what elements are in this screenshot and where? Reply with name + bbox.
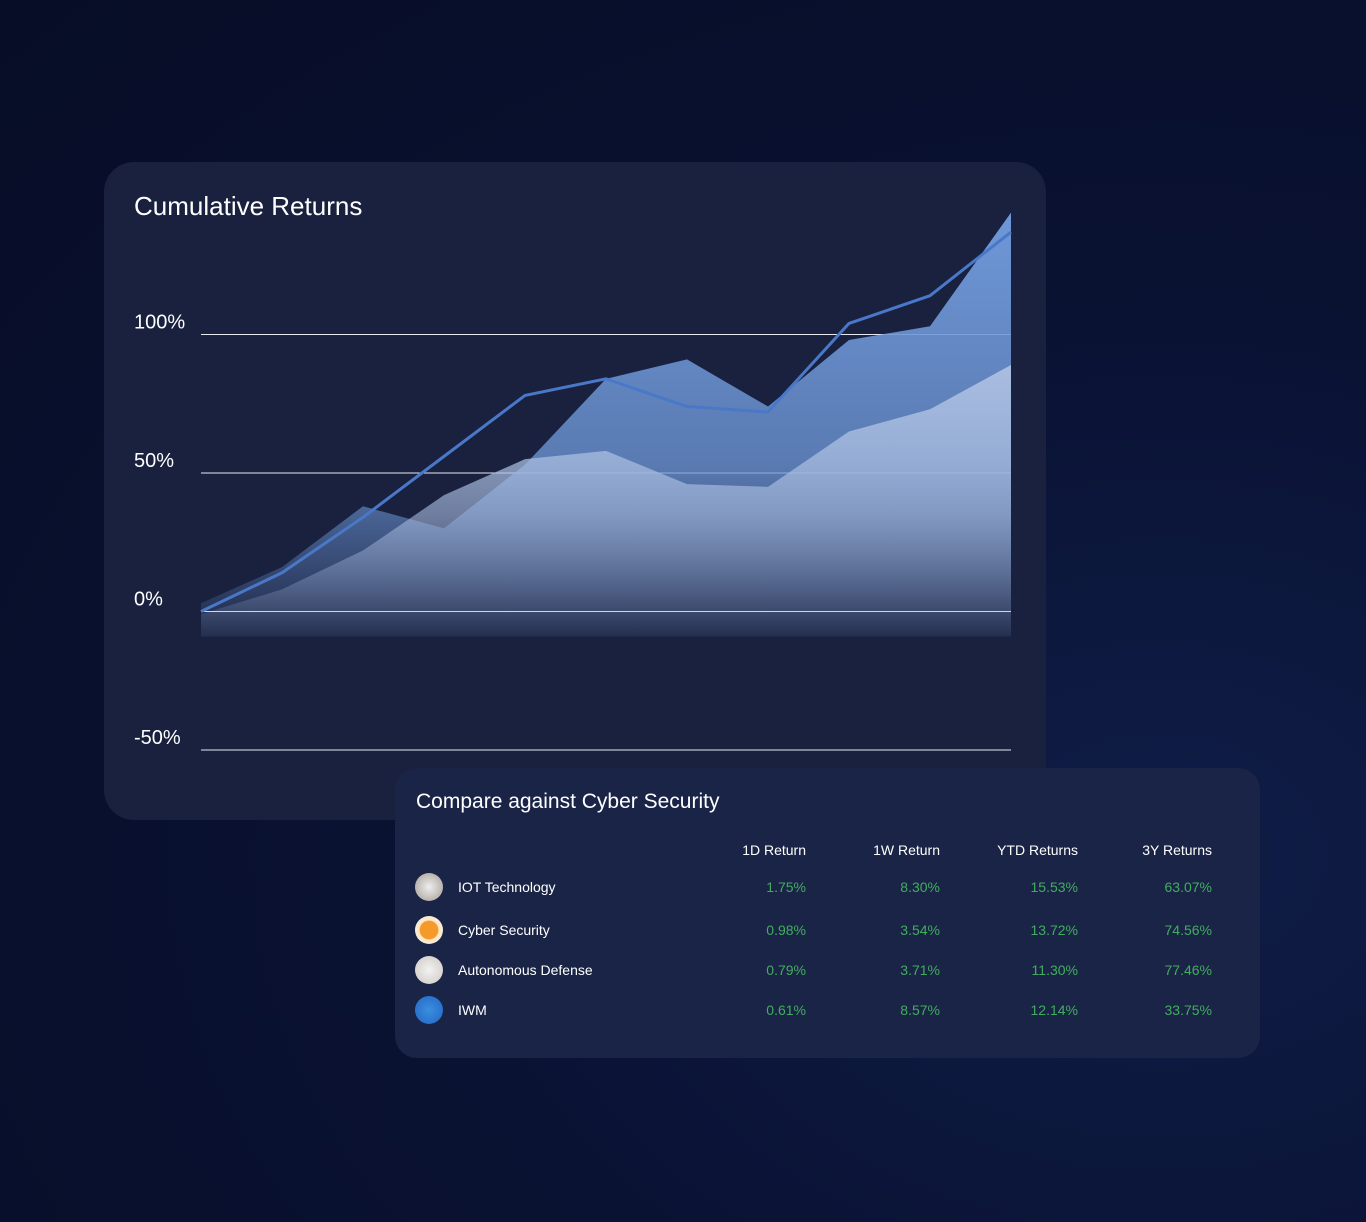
return-value: 0.79% [766,962,806,978]
y-tick-label: 50% [134,450,174,472]
y-tick-label: 0% [134,589,163,611]
return-value: 13.72% [1030,922,1078,938]
row-name: Cyber Security [458,922,550,938]
column-header: YTD Returns [997,842,1078,858]
return-value: 1.75% [766,879,806,895]
return-value: 0.61% [766,1002,806,1018]
return-value: 3.71% [900,962,940,978]
row-name: Autonomous Defense [458,962,593,978]
table-title: Compare against Cyber Security [416,790,720,813]
area [201,364,1011,637]
return-value: 77.46% [1164,962,1212,978]
column-header: 3Y Returns [1142,842,1212,858]
return-value: 3.54% [900,922,940,938]
y-tick-label: -50% [134,727,181,749]
return-value: 33.75% [1164,1002,1212,1018]
return-value: 12.14% [1030,1002,1078,1018]
return-value: 8.30% [900,879,940,895]
row-name: IOT Technology [458,879,556,895]
table-card [395,768,1260,1058]
row-icon [415,996,443,1024]
line [200,230,1012,613]
return-value: 63.07% [1164,879,1212,895]
column-header: 1W Return [873,842,940,858]
return-value: 11.30% [1031,962,1078,978]
return-value: 74.56% [1164,922,1212,938]
chart-title: Cumulative Returns [134,191,362,221]
return-value: 0.98% [766,922,806,938]
row-icon [415,873,443,901]
row-icon [415,916,443,944]
return-value: 15.53% [1030,879,1078,895]
column-header: 1D Return [742,842,806,858]
return-value: 8.57% [900,1002,940,1018]
y-tick-label: 100% [134,312,185,334]
row-name: IWM [458,1002,487,1018]
row-icon [415,956,443,984]
